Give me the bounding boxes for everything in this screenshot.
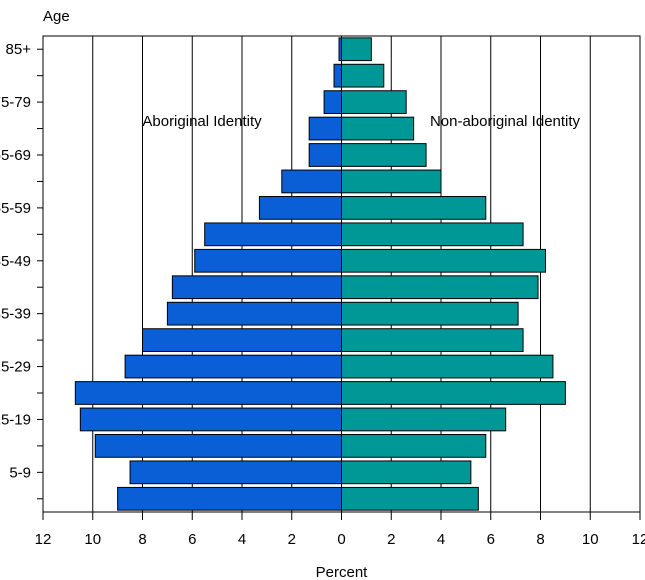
bar-right-10-14 [341,434,487,458]
series-label-aboriginal: Aboriginal Identity [142,113,262,130]
x-tick-labels: 12 10 8 6 4 2 0 2 4 6 8 10 12 [35,512,645,548]
bar-left-30-34 [142,328,342,352]
y-tick-label: 35-39 [0,306,31,323]
bar-right-50-54 [341,222,524,247]
bar-right-75-79 [341,90,407,114]
y-axis-title: Age [43,8,70,25]
x-tick-label: 12 [35,531,52,548]
y-tick-label: 25-29 [0,359,31,376]
bar-right-85+ [341,37,372,62]
x-tick-label: 4 [437,531,445,548]
bar-left-50-54 [204,222,342,247]
bar-left-40-44 [171,275,342,300]
bar-right-45-49 [341,248,546,273]
bar-right-5-9 [341,460,472,485]
bar-right-55-59 [341,196,487,220]
bar-left-80-84 [333,63,343,88]
bar-left-15-19 [79,407,342,432]
bar-left-10-14 [94,434,342,458]
y-tick-label: 65-69 [0,147,31,164]
x-tick-label: 6 [188,531,196,548]
bar-left-70-74 [308,116,343,141]
bar-left-35-39 [166,301,342,326]
y-tick-label: 55-59 [0,200,31,217]
bar-left-0-4 [117,486,342,511]
x-tick-label: 2 [288,531,296,548]
bar-left-75-79 [323,90,342,114]
bar-right-20-24 [341,381,566,405]
bar-left-55-59 [258,196,343,220]
bar-left-45-49 [194,248,342,273]
bar-left-60-64 [281,169,342,194]
bar-right-70-74 [341,116,415,141]
bar-right-60-64 [341,169,442,194]
y-tick-label: 45-49 [0,253,31,270]
x-tick-label: 10 [582,531,599,548]
bar-right-15-19 [341,407,507,432]
bars [74,37,566,511]
y-tick-label: 75-79 [0,94,31,111]
x-tick-label: 12 [632,531,645,548]
x-tick-label: 10 [84,531,101,548]
x-tick-label: 8 [138,531,146,548]
bar-left-20-24 [74,381,343,405]
bar-right-30-34 [341,328,524,352]
x-axis-title: Percent [316,564,369,580]
bar-right-0-4 [341,486,479,511]
bar-right-80-84 [341,63,385,88]
bar-right-40-44 [341,275,539,300]
bar-left-5-9 [129,460,342,485]
x-tick-label: 6 [487,531,495,548]
bar-right-25-29 [341,354,554,379]
y-tick-label: 15-19 [0,411,31,428]
y-tick-labels: 5-9 15-19 25-29 35-39 45-49 55-59 65-69 75-79 85… [0,41,43,500]
bar-left-25-29 [124,354,343,379]
series-label-non-aboriginal: Non-aboriginal Identity [430,113,581,130]
x-tick-label: 4 [238,531,246,548]
bar-right-65-69 [341,143,427,167]
bar-left-65-69 [308,143,343,167]
bar-right-35-39 [341,301,519,326]
x-tick-label: 8 [536,531,544,548]
y-tick-label: 5-9 [9,464,31,481]
y-tick-label: 85+ [6,41,32,58]
x-tick-label: 0 [337,531,345,548]
x-tick-label: 2 [387,531,395,548]
